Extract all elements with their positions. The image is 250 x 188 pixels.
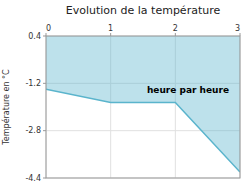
tick-label-x: 0 <box>46 24 51 33</box>
line <box>46 89 240 172</box>
tick-y <box>43 178 46 179</box>
tick-x <box>46 33 47 36</box>
tick-label-y: 0.4 <box>28 32 41 41</box>
chart-container: 0.4 -1.2 -2.8 -4.4 0 1 2 3 Evolution de la tempé… <box>0 0 250 188</box>
tick-label-y: -4.4 <box>25 174 41 183</box>
tick-label-x: 2 <box>173 24 178 33</box>
annotation: heure par heure <box>147 85 229 95</box>
tick-x <box>110 33 111 36</box>
tick-y <box>43 130 46 131</box>
axes: 0.4 -1.2 -2.8 -4.4 0 1 2 3 <box>25 24 240 183</box>
title: Evolution de la température <box>66 4 221 17</box>
axis-label-y: Température en °C <box>1 69 11 146</box>
chart: 0.4 -1.2 -2.8 -4.4 0 1 2 3 Evolution de la tempé… <box>0 0 250 188</box>
tick-label-y: -2.8 <box>25 126 41 135</box>
plot-area <box>46 36 240 172</box>
tick-label-x: 3 <box>235 24 240 33</box>
area <box>46 36 240 172</box>
grid <box>46 36 240 178</box>
tick-y <box>43 83 46 84</box>
tick-x <box>175 33 176 36</box>
tick-label-x: 1 <box>108 24 113 33</box>
tick-label-y: -1.2 <box>25 79 41 88</box>
tick-x <box>240 33 241 36</box>
plot-frame <box>46 36 240 178</box>
